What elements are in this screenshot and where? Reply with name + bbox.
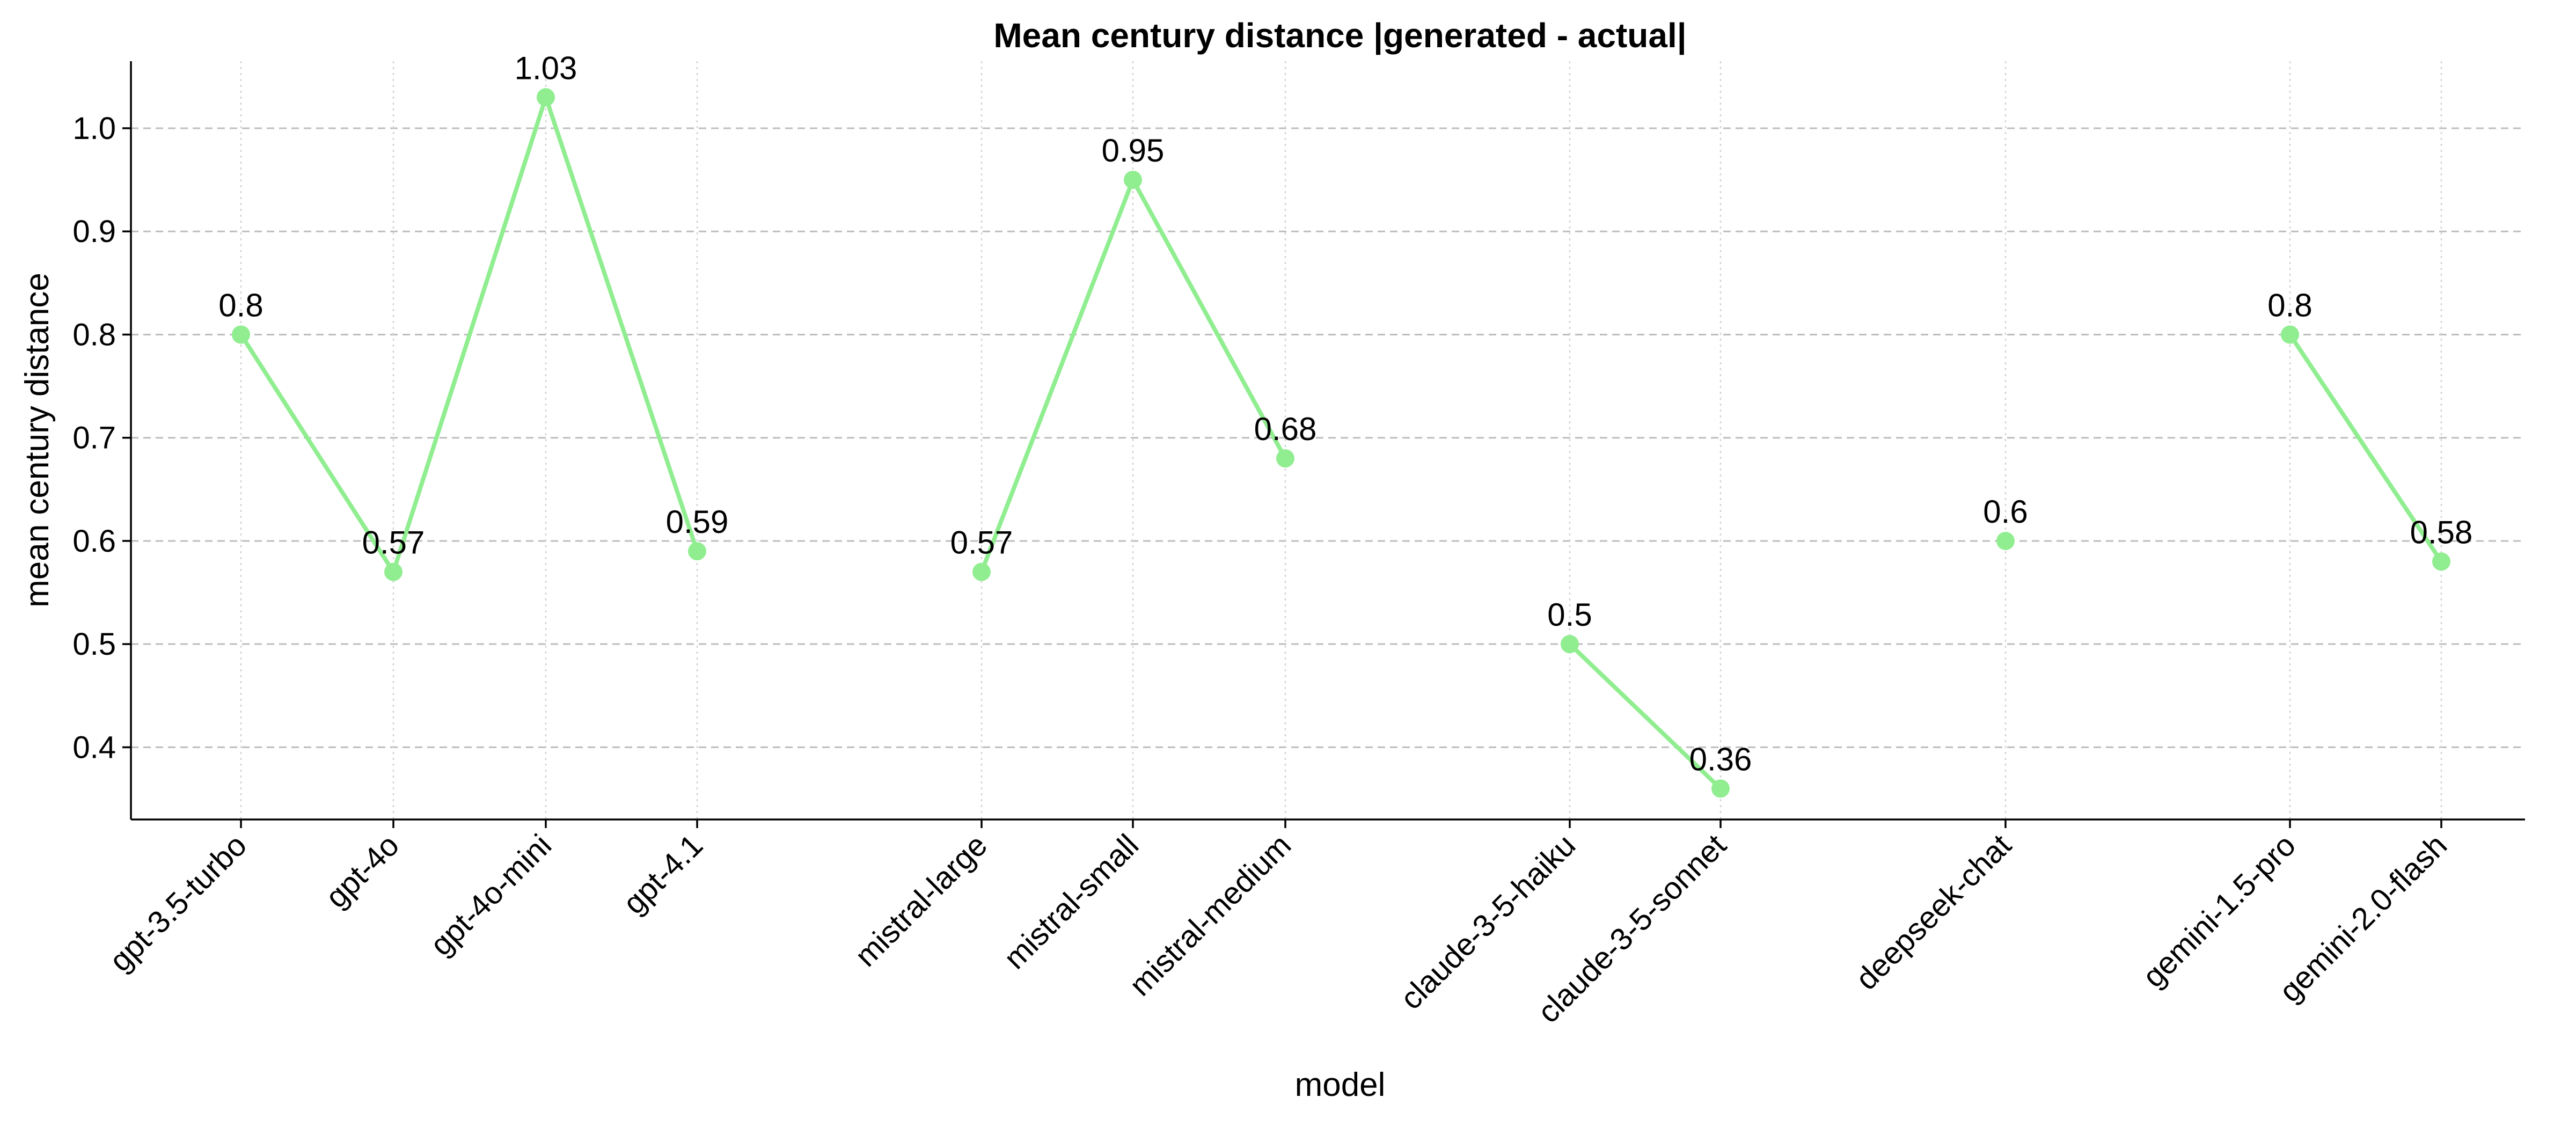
y-tick-label: 1.0: [72, 111, 116, 146]
data-label: 0.95: [1102, 133, 1165, 169]
data-labels: 0.8 0.57 1.03 0.59 0.57 0.95 0.68 0.5 0.36 0.6 0.8…: [218, 50, 2472, 777]
y-axis-label: mean century distance: [19, 273, 56, 608]
data-label: 0.68: [1254, 411, 1317, 447]
data-point: [2432, 552, 2450, 571]
data-point: [688, 542, 706, 561]
data-label: 0.57: [362, 525, 425, 561]
data-point: [972, 562, 991, 581]
data-point: [1124, 171, 1142, 189]
axes: [130, 61, 2525, 821]
data-point: [1276, 449, 1294, 468]
data-label: 0.8: [218, 287, 263, 323]
data-label: 1.03: [515, 50, 577, 86]
x-tick-label: gpt-4o: [319, 828, 406, 914]
x-tick-label: gpt-3.5-turbo: [103, 828, 253, 978]
x-tick-label: gpt-4.1: [617, 828, 710, 921]
y-tick-label: 0.7: [72, 421, 116, 456]
series-line: [2288, 332, 2443, 564]
data-label: 0.5: [1547, 597, 1592, 633]
data-series: [232, 88, 2450, 798]
data-label: 0.58: [2410, 514, 2473, 550]
data-point: [537, 88, 555, 107]
x-tick-label: gemini-1.5-pro: [2136, 828, 2302, 994]
data-point: [1711, 779, 1730, 798]
y-tick-label: 0.5: [72, 627, 116, 662]
data-point: [384, 562, 402, 581]
x-tick-label: mistral-medium: [1123, 828, 1298, 1002]
x-tick-label: mistral-small: [997, 828, 1145, 976]
series-line: [239, 95, 699, 574]
data-label: 0.36: [1689, 741, 1752, 777]
data-label: 0.8: [2267, 287, 2312, 323]
series-line: [1568, 642, 1723, 791]
y-tick-label: 0.4: [72, 730, 116, 765]
data-label: 0.57: [950, 525, 1013, 561]
data-point: [232, 325, 250, 344]
y-tick-label: 0.8: [72, 317, 116, 352]
x-tick-label: mistral-large: [848, 828, 994, 974]
grid-lines: [131, 61, 2525, 819]
data-point: [2281, 325, 2299, 344]
x-tick-label: gpt-4o-mini: [423, 828, 558, 962]
chart-title: Mean century distance |generated - actua…: [993, 16, 1686, 55]
tick-labels: 0.4 0.5 0.6 0.7 0.8 0.9 1.0 gpt-3.5-turbo gpt-4o…: [72, 111, 2454, 1030]
y-tick-label: 0.9: [72, 214, 116, 249]
data-label: 0.6: [1983, 494, 2028, 530]
data-point: [1561, 635, 1579, 654]
y-tick-label: 0.6: [72, 524, 116, 559]
x-axis-label: model: [1295, 1066, 1386, 1103]
x-tick-label: deepseek-chat: [1849, 828, 2018, 997]
data-point: [1996, 531, 2015, 550]
data-label: 0.59: [666, 504, 729, 540]
